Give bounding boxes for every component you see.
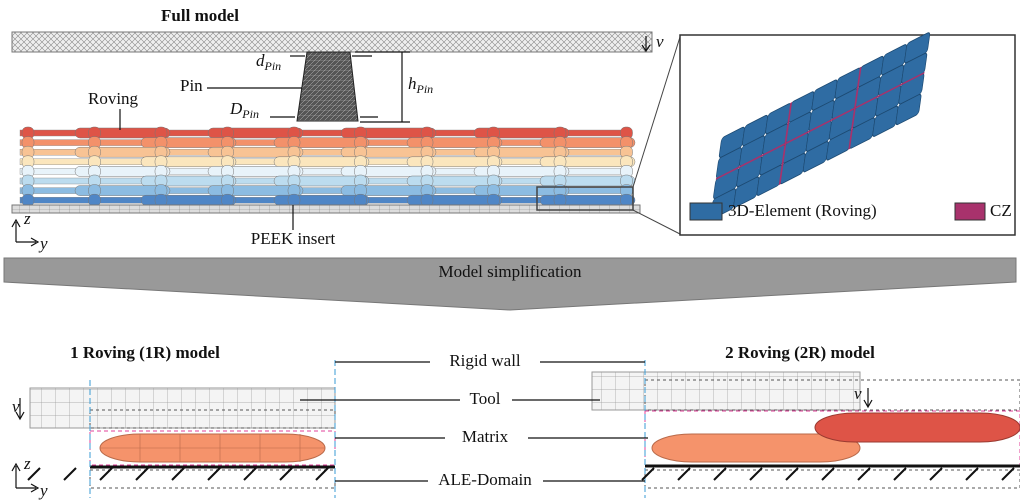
pin-label: Pin [180, 76, 203, 95]
tool-left [30, 388, 335, 428]
d-pin: dPin [256, 51, 281, 73]
peek-insert [12, 205, 640, 213]
hatch [64, 468, 76, 480]
legend-label: 3D-Element (Roving) [728, 201, 877, 220]
hatch [172, 468, 184, 480]
figure: Full model v Pin dPin DPin hPin Roving P… [0, 0, 1020, 501]
hatch [100, 468, 112, 480]
roving-cross [222, 194, 234, 206]
hatch [244, 468, 256, 480]
roving [815, 413, 1020, 442]
pin [297, 52, 358, 121]
axes: z y [12, 209, 48, 253]
title: Full model [161, 6, 239, 25]
hatch [316, 468, 328, 480]
tool-right [592, 372, 860, 410]
banner-text: Model simplification [438, 262, 582, 281]
legend-swatch [690, 203, 722, 220]
roving-cross [488, 194, 500, 206]
roving-cross [288, 194, 300, 206]
subscript: Pin [264, 59, 282, 73]
roving-cross [421, 194, 433, 206]
roving-cross [22, 194, 34, 206]
axis-label: z [23, 209, 31, 228]
legend-swatch [955, 203, 985, 220]
left-title: 1 Roving (1R) model [70, 343, 220, 362]
roving-cross [89, 194, 101, 206]
roving-cross [621, 194, 633, 206]
D-pin: DPin [229, 99, 259, 121]
callout: Rigid wall [449, 351, 521, 370]
roving-label: Roving [88, 89, 139, 108]
subscript: Pin [241, 107, 259, 121]
callout: Matrix [462, 427, 509, 446]
axis-label: y [38, 234, 48, 253]
hatch [136, 468, 148, 480]
h-pin: hPin [408, 74, 433, 96]
hatch [280, 468, 292, 480]
ale-box [645, 470, 1020, 488]
zoom-line [633, 210, 680, 234]
velocity: v [656, 32, 664, 51]
tool [12, 32, 652, 52]
velocity: v [854, 384, 862, 403]
symbol: h [408, 74, 417, 93]
velocity: v [12, 397, 20, 416]
ale-box [90, 470, 335, 488]
legend-label: CZ [990, 201, 1012, 220]
roving-cross [155, 194, 167, 206]
callout: ALE-Domain [438, 470, 532, 489]
insert-label: PEEK insert [251, 229, 336, 248]
axis-label: z [23, 454, 31, 473]
hatch [208, 468, 220, 480]
roving-cross [355, 194, 367, 206]
roving-cross [554, 194, 566, 206]
roving-stack [20, 127, 635, 206]
symbol: D [229, 99, 243, 118]
zoom-line [633, 37, 680, 187]
callout: Tool [470, 389, 501, 408]
subscript: Pin [416, 82, 434, 96]
axis-label: y [38, 481, 48, 500]
right-title: 2 Roving (2R) model [725, 343, 875, 362]
